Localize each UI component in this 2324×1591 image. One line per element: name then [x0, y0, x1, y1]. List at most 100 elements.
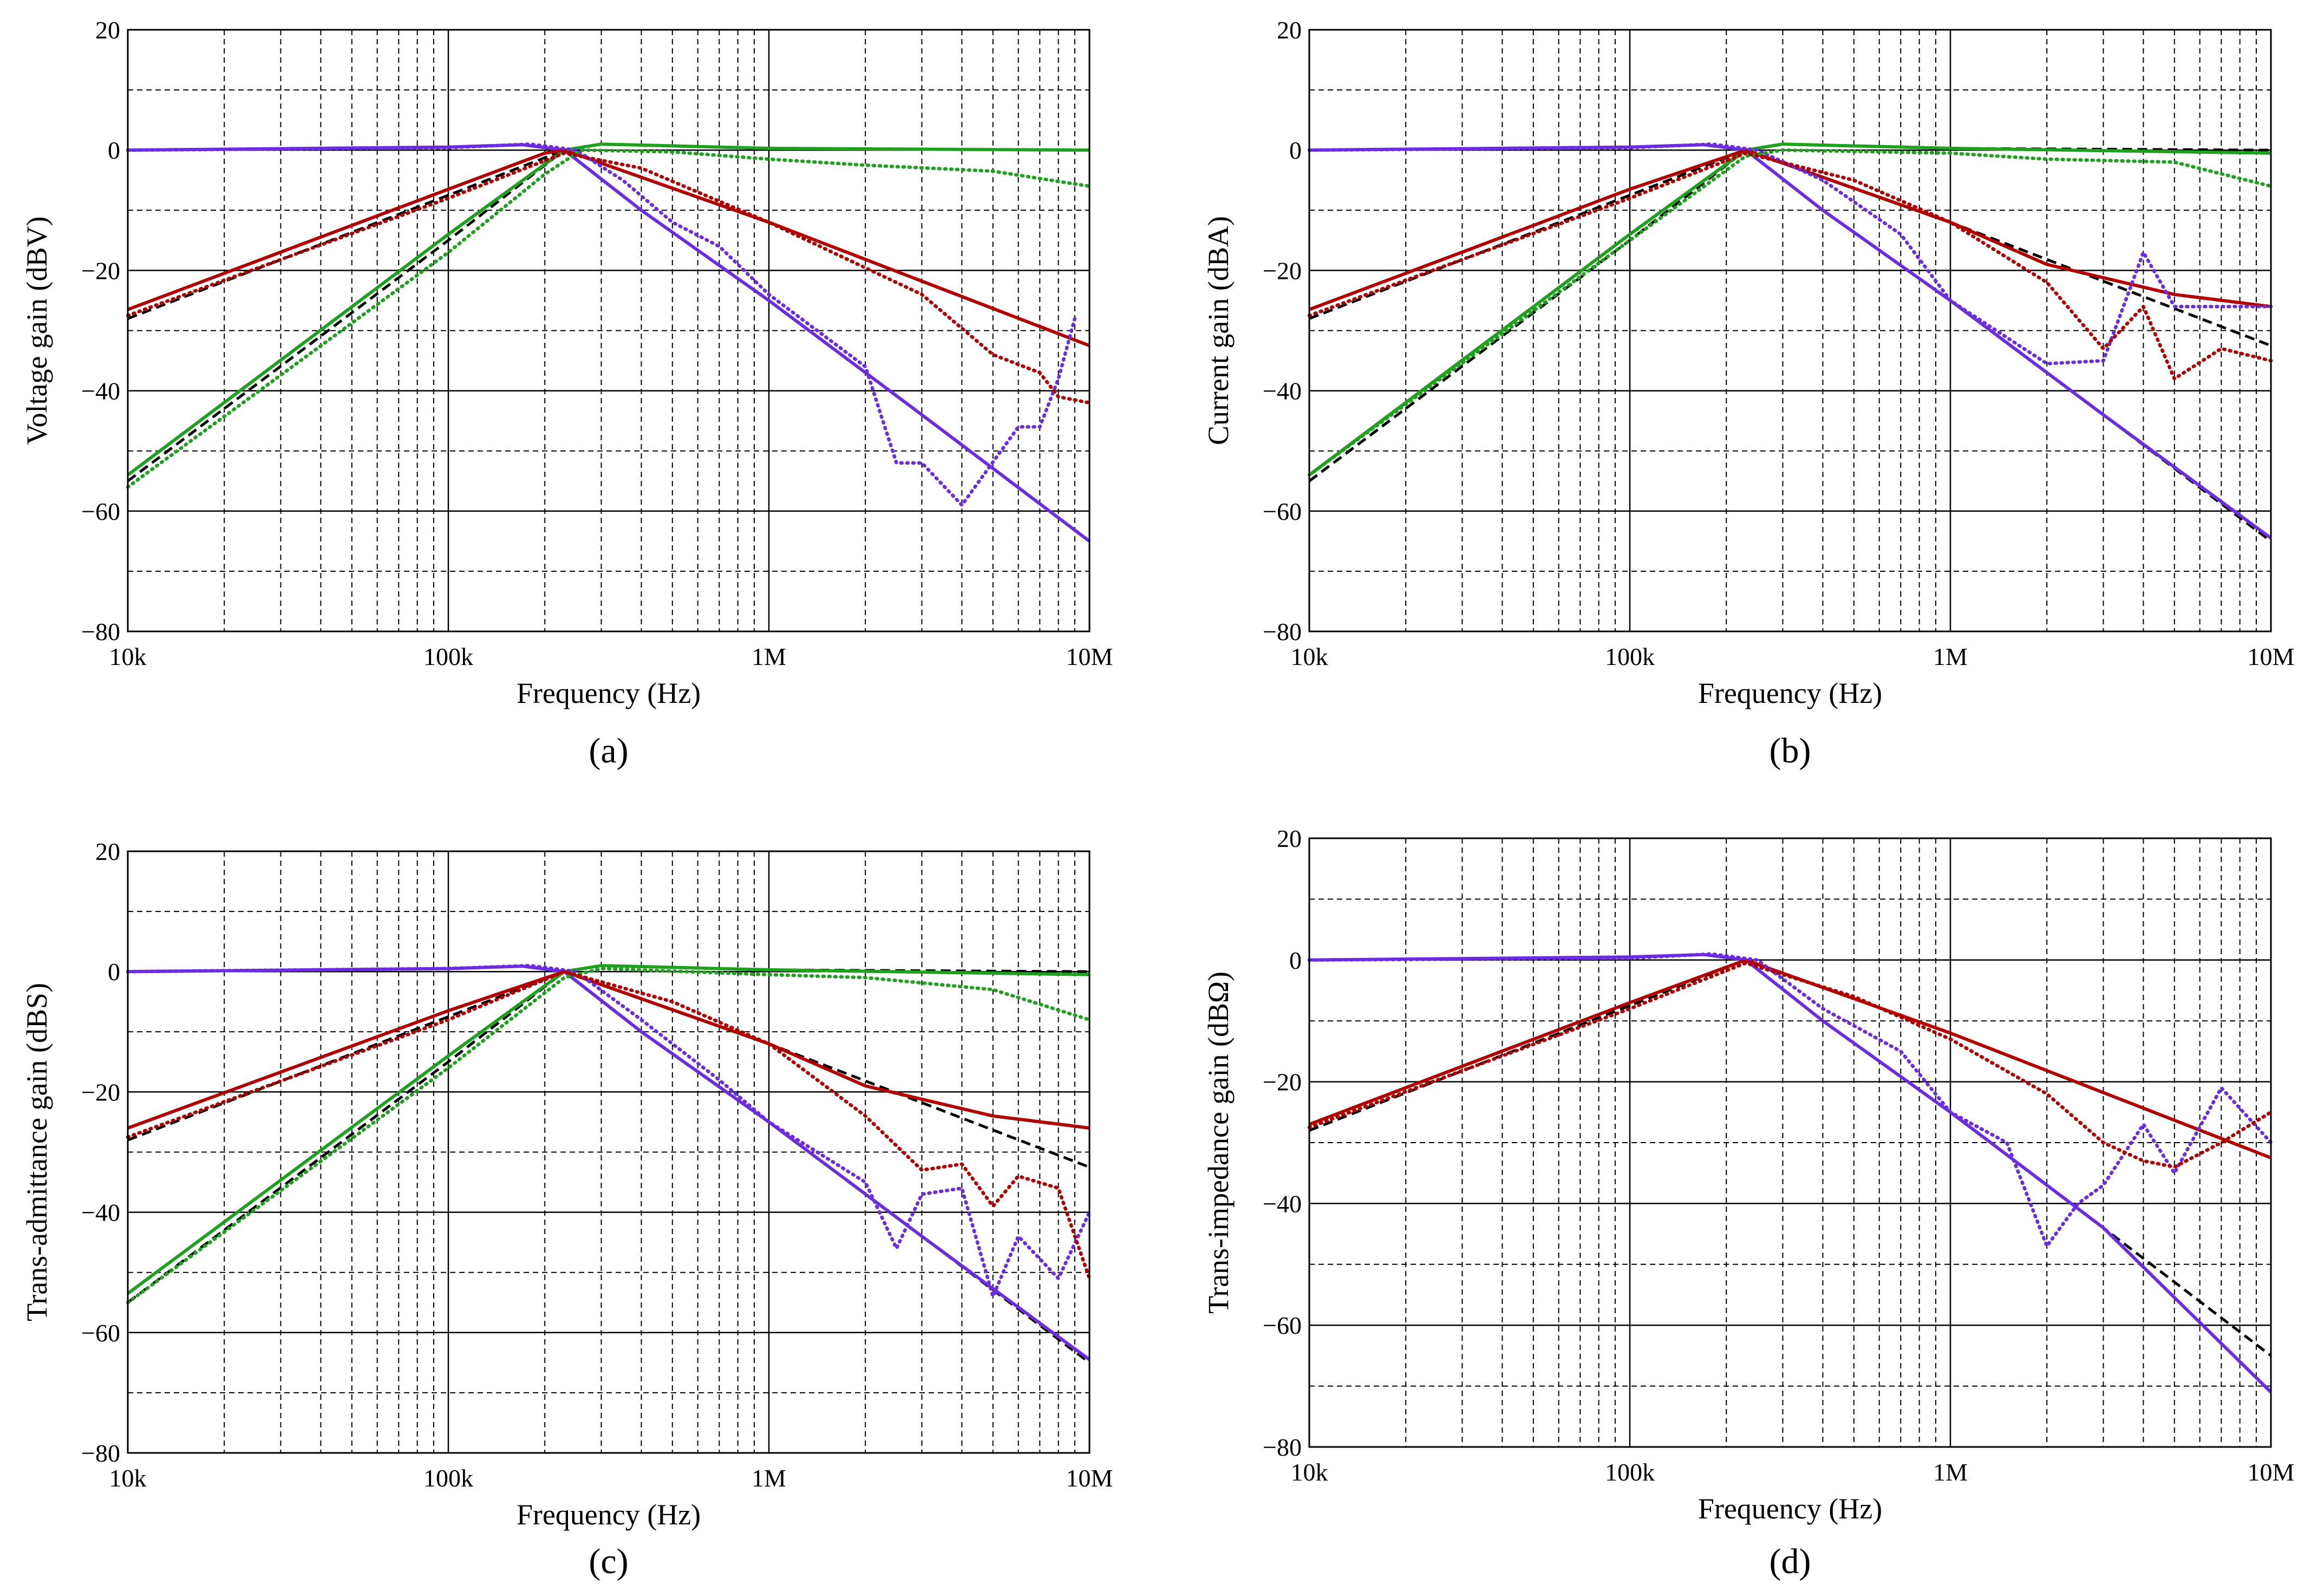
panel-c-ticks: 10k 100k 1M 10M 20 0 −20 −40 −60 −80 — [81, 838, 1113, 1492]
series-bp-experimental — [126, 151, 1092, 405]
x-tick-label: 10M — [2248, 1458, 2295, 1486]
panel-d-curves — [1307, 952, 2273, 1393]
panel-d-label: (d) — [1770, 1542, 1811, 1581]
y-tick-label: −80 — [1263, 1433, 1302, 1461]
x-tick-label: 10k — [1291, 1458, 1328, 1486]
panel-d-x-axis-title: Frequency (Hz) — [1698, 1492, 1882, 1525]
series-bp-experimental — [126, 969, 1092, 1281]
x-tick-label: 100k — [423, 1464, 473, 1492]
panel-b: 10k 100k 1M 10M 20 0 −20 −40 −60 −80 Frequency (H… — [1202, 16, 2294, 771]
series-hp-experimental — [126, 148, 1092, 489]
x-tick-label: 100k — [1605, 1458, 1655, 1486]
y-tick-label: 20 — [1277, 825, 1302, 852]
series-bp-experimental — [1307, 151, 2273, 381]
series-hp-simulated — [1308, 142, 2271, 477]
series-hp-simulated — [127, 964, 1090, 1295]
y-tick-label: −80 — [81, 1439, 120, 1467]
series-hp-experimental — [1307, 148, 2273, 477]
series-lp-experimental — [126, 963, 1092, 1299]
panel-a-curves — [126, 142, 1092, 543]
panel-b-y-axis-title: Current gain (dBA) — [1202, 216, 1235, 445]
x-tick-label: 10M — [1066, 1464, 1113, 1492]
y-tick-label: 20 — [95, 838, 120, 865]
series-bp-simulated — [127, 148, 1091, 348]
panel-b-grid — [1308, 29, 2272, 633]
panel-c-x-axis-title: Frequency (Hz) — [517, 1498, 701, 1531]
x-tick-label: 10M — [2248, 643, 2295, 670]
series-lp-simulated — [127, 143, 1091, 543]
series-lp-ideal — [127, 964, 1091, 1364]
x-tick-label: 10k — [109, 643, 147, 670]
x-tick-label: 10k — [1291, 643, 1328, 670]
y-tick-label: −40 — [81, 1199, 120, 1227]
y-tick-label: −20 — [1263, 257, 1302, 284]
panel-c-grid — [127, 850, 1091, 1454]
series-bp-ideal — [1309, 148, 2271, 347]
y-tick-label: 20 — [95, 16, 120, 44]
series-hp-experimental — [126, 967, 1092, 1305]
panel-d-plot-frame — [1308, 837, 2272, 1448]
series-lp-experimental — [126, 142, 1077, 507]
panel-d-y-axis-title: Trans-impedance gain (dBΩ) — [1202, 971, 1235, 1314]
panel-c-y-axis-title: Trans-admittance gain (dBS) — [21, 983, 53, 1321]
panel-a-ticks: 10k 100k 1M 10M 20 0 −20 −40 −60 −80 — [81, 16, 1113, 670]
panel-c: 10k 100k 1M 10M 20 0 −20 −40 −60 −80 Frequency (H… — [21, 838, 1113, 1581]
series-bp-ideal — [127, 970, 1090, 1169]
x-tick-label: 1M — [1933, 643, 1968, 670]
panel-b-x-axis-title: Frequency (Hz) — [1698, 677, 1882, 709]
y-tick-label: 0 — [108, 136, 120, 164]
series-lp-ideal — [1309, 143, 2272, 543]
panel-a-label: (a) — [589, 731, 628, 771]
series-bp-ideal — [127, 148, 1090, 347]
y-tick-label: −40 — [1263, 377, 1302, 405]
series-bp-simulated — [1308, 958, 2272, 1159]
series-lp-experimental — [1307, 142, 2273, 366]
series-bp-simulated — [1308, 148, 2271, 311]
panel-a-grid — [127, 29, 1091, 633]
x-tick-label: 1M — [752, 643, 786, 670]
series-lp-experimental — [1307, 952, 2273, 1248]
x-tick-label: 1M — [752, 1464, 786, 1492]
panel-b-curves — [1307, 142, 2273, 543]
x-tick-label: 10M — [1066, 643, 1113, 670]
panel-c-curves — [126, 963, 1092, 1364]
panel-d-ticks: 10k 100k 1M 10M 20 0 −20 −40 −60 −80 — [1263, 825, 2294, 1486]
panel-d-grid — [1308, 837, 2272, 1448]
panel-a-x-axis-title: Frequency (Hz) — [517, 677, 701, 709]
y-tick-label: −60 — [1263, 1312, 1302, 1339]
y-tick-label: 0 — [1289, 136, 1302, 164]
series-lp-simulated — [1309, 953, 2273, 1393]
y-tick-label: −60 — [81, 1319, 120, 1347]
series-bp-ideal — [1309, 958, 2271, 1159]
panel-a-y-axis-title: Voltage gain (dBV) — [21, 217, 53, 445]
series-lp-ideal — [127, 143, 1091, 543]
panel-c-plot-frame — [127, 850, 1091, 1454]
panel-c-label: (c) — [589, 1542, 628, 1581]
x-tick-label: 10k — [109, 1464, 147, 1492]
x-tick-label: 100k — [423, 643, 473, 670]
panel-b-plot-frame — [1308, 29, 2272, 633]
y-tick-label: 0 — [1289, 947, 1302, 974]
y-tick-label: −20 — [81, 1078, 120, 1106]
y-tick-label: −80 — [81, 618, 120, 645]
series-lp-simulated — [127, 964, 1091, 1361]
y-tick-label: −80 — [1263, 618, 1302, 645]
y-tick-label: −20 — [1263, 1068, 1302, 1096]
y-tick-label: −60 — [1263, 498, 1302, 525]
y-tick-label: −40 — [81, 377, 120, 405]
y-tick-label: −60 — [81, 498, 120, 525]
y-tick-label: 0 — [108, 958, 120, 986]
y-tick-label: 20 — [1277, 16, 1302, 44]
x-tick-label: 100k — [1605, 643, 1655, 670]
panel-b-label: (b) — [1770, 731, 1811, 771]
panel-b-ticks: 10k 100k 1M 10M 20 0 −20 −40 −60 −80 — [1263, 16, 2294, 670]
panel-d: 10k 100k 1M 10M 20 0 −20 −40 −60 −80 Frequency (H… — [1202, 825, 2294, 1581]
y-tick-label: −20 — [81, 257, 120, 284]
panel-a-plot-frame — [127, 29, 1091, 633]
series-bp-experimental — [1307, 961, 2273, 1169]
series-lp-simulated — [1309, 143, 2272, 540]
series-lp-ideal — [1309, 953, 2272, 1357]
x-tick-label: 1M — [1933, 1458, 1968, 1486]
panel-a: 10k 100k 1M 10M 20 0 −20 −40 −60 −80 Frequency (H… — [21, 16, 1113, 771]
